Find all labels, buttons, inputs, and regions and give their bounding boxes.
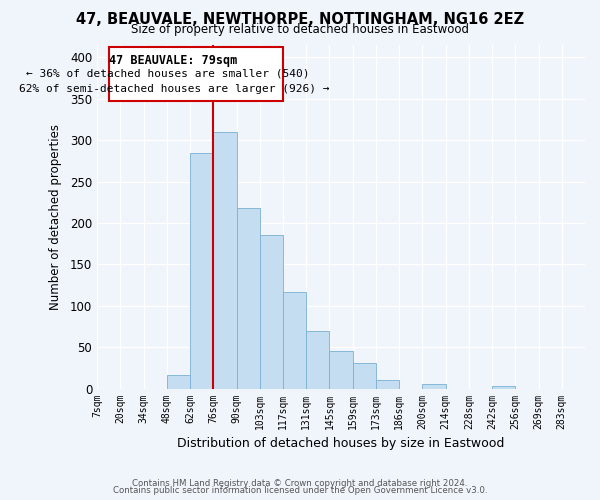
Bar (376, 380, 399, 388)
Text: 47 BEAUVALE: 79sqm: 47 BEAUVALE: 79sqm (109, 54, 237, 67)
Bar (190, 152, 214, 388)
Bar (167, 376, 190, 388)
Bar (236, 208, 260, 388)
Bar (260, 236, 283, 388)
Y-axis label: Number of detached properties: Number of detached properties (49, 124, 62, 310)
Text: Size of property relative to detached houses in Eastwood: Size of property relative to detached ho… (131, 22, 469, 36)
Bar (422, 384, 446, 388)
FancyBboxPatch shape (109, 48, 283, 102)
Bar (353, 363, 376, 388)
Text: ← 36% of detached houses are smaller (540): ← 36% of detached houses are smaller (54… (26, 69, 310, 79)
Bar (214, 132, 236, 388)
Text: 62% of semi-detached houses are larger (926) →: 62% of semi-detached houses are larger (… (19, 84, 329, 94)
Bar (306, 330, 329, 388)
Text: 47, BEAUVALE, NEWTHORPE, NOTTINGHAM, NG16 2EZ: 47, BEAUVALE, NEWTHORPE, NOTTINGHAM, NG1… (76, 12, 524, 28)
Text: Contains public sector information licensed under the Open Government Licence v3: Contains public sector information licen… (113, 486, 487, 495)
Text: Contains HM Land Registry data © Crown copyright and database right 2024.: Contains HM Land Registry data © Crown c… (132, 478, 468, 488)
X-axis label: Distribution of detached houses by size in Eastwood: Distribution of detached houses by size … (178, 437, 505, 450)
Bar (492, 386, 515, 388)
Bar (283, 292, 306, 388)
Bar (329, 352, 353, 389)
